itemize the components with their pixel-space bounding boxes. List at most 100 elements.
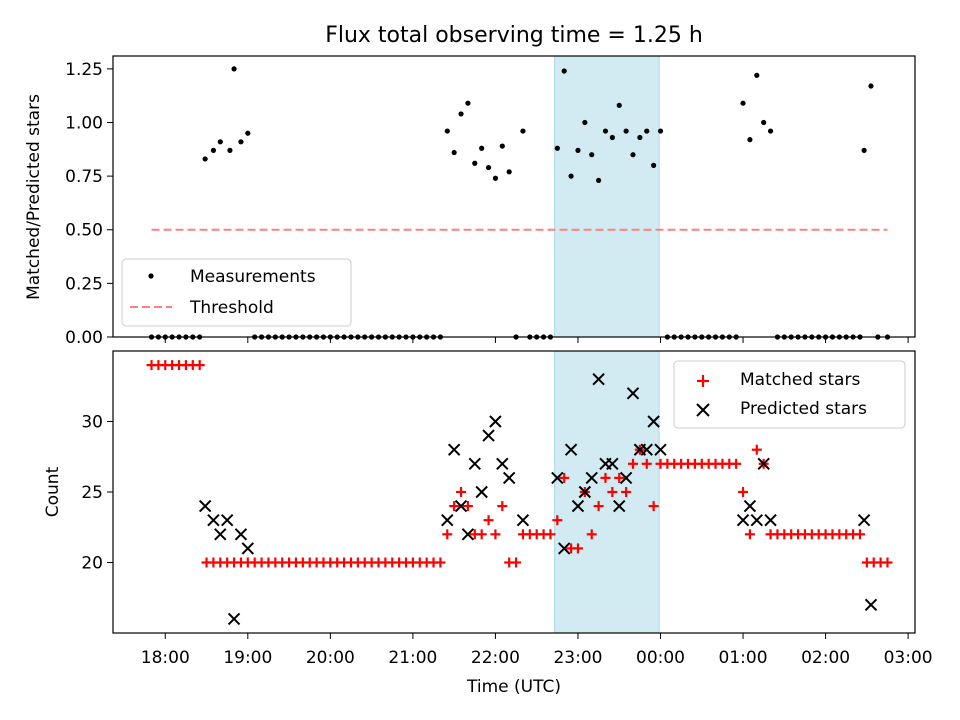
x-stroke-b xyxy=(234,528,248,541)
x-tick-label: 23:00 xyxy=(553,648,602,668)
measurement-point xyxy=(582,119,588,126)
measurement-point xyxy=(651,162,657,168)
x-stroke-b xyxy=(619,471,633,485)
x-stroke-b xyxy=(227,612,241,626)
y-tick-label: 1.00 xyxy=(65,113,103,133)
legend-label-measurements: Measurements xyxy=(190,267,316,287)
measurement-point xyxy=(238,139,244,145)
predicted-stars-point xyxy=(606,457,619,471)
predicted-stars-point xyxy=(757,457,770,471)
top-legend: Measurements Threshold xyxy=(121,258,352,327)
legend-label-matched-stars: Matched stars xyxy=(740,370,860,390)
legend-marker-predicted-stars xyxy=(696,403,710,417)
predicted-stars-point xyxy=(461,528,475,541)
predicted-stars-point xyxy=(613,499,626,513)
measurement-point xyxy=(520,128,526,134)
x-stroke-b xyxy=(592,372,605,386)
measurement-point xyxy=(202,156,208,162)
matched-stars-point xyxy=(449,501,460,512)
predicted-stars-point xyxy=(207,513,220,527)
measurement-point xyxy=(479,145,485,151)
predicted-stars-point xyxy=(654,443,667,456)
bottom-y-ticks: 20 25 30 xyxy=(81,413,113,574)
x-stroke-b xyxy=(198,499,212,513)
matched-stars-point xyxy=(483,515,494,526)
x-stroke-b xyxy=(613,499,626,513)
predicted-stars-point xyxy=(743,499,757,513)
bottom-x-ticks: 18:00 19:00 20:00 21:00 22:00 23:00 00:00 01:00… xyxy=(141,633,933,668)
measurement-point xyxy=(868,83,874,89)
x-stroke-b xyxy=(454,499,468,513)
y-tick-label: 1.25 xyxy=(65,60,103,80)
x-stroke-b xyxy=(743,499,757,513)
predicted-stars-point xyxy=(558,542,571,555)
matched-stars-point xyxy=(490,529,501,540)
measurement-point xyxy=(444,128,450,134)
matched-stars-point xyxy=(476,529,487,540)
matched-stars-point xyxy=(497,501,508,512)
x-stroke-b xyxy=(214,528,227,541)
measurement-point xyxy=(589,152,595,158)
measurement-point xyxy=(499,143,505,149)
top-panel: 0.00 0.25 0.50 0.75 1.00 1.25 Matched/Predict… xyxy=(24,55,916,348)
bottom-marks-layer xyxy=(146,360,893,626)
x-stroke-b xyxy=(482,429,495,442)
matched-stars-point xyxy=(744,529,755,540)
y-tick-label: 0.00 xyxy=(65,328,103,348)
predicted-stars-point xyxy=(626,387,640,400)
matched-stars-point xyxy=(462,501,473,512)
x-tick-label: 01:00 xyxy=(719,648,768,668)
predicted-stars-point xyxy=(736,513,750,527)
measurement-point xyxy=(451,149,457,156)
legend-label-threshold: Threshold xyxy=(189,298,274,318)
bottom-axes-frame xyxy=(112,350,916,634)
bottom-panel: 20 25 30 18:00 19:00 20:00 21:00 22:00 23:00 00:… xyxy=(43,350,933,697)
x-stroke-b xyxy=(564,443,578,456)
x-stroke-b xyxy=(207,513,220,527)
x-stroke-b xyxy=(647,415,660,428)
predicted-stars-point xyxy=(578,485,592,499)
measurement-point xyxy=(458,111,464,117)
matched-stars-point xyxy=(593,501,604,512)
x-tick-label: 02:00 xyxy=(801,648,850,668)
top-legend-box xyxy=(121,258,352,327)
legend-marker-measurements xyxy=(148,273,154,279)
matched-stars-point xyxy=(641,458,652,469)
predicted-stars-point xyxy=(454,499,468,513)
matched-stars-point xyxy=(194,360,205,371)
measurement-point xyxy=(630,152,636,158)
x-stroke-b xyxy=(241,542,255,555)
x-stroke-b xyxy=(447,443,461,456)
predicted-stars-point xyxy=(551,471,564,485)
matched-stars-point xyxy=(456,487,467,497)
x-stroke-b xyxy=(585,471,598,485)
matched-stars-point xyxy=(607,487,618,497)
top-axes-frame xyxy=(112,55,916,338)
bottom-legend-box xyxy=(673,360,906,429)
predicted-stars-point xyxy=(198,499,212,513)
measurement-point xyxy=(761,119,767,126)
predicted-stars-point xyxy=(647,415,660,428)
x-stroke-b xyxy=(220,513,234,527)
matched-stars-point xyxy=(854,529,865,540)
predicted-stars-point xyxy=(468,457,482,471)
matched-stars-point xyxy=(751,444,762,455)
x-stroke-b xyxy=(606,457,619,471)
matched-stars-point xyxy=(738,487,749,497)
matched-stars-point xyxy=(882,557,893,568)
predicted-stars-point xyxy=(857,513,871,527)
top-y-ticks: 0.00 0.25 0.50 0.75 1.00 1.25 xyxy=(65,60,113,348)
measurement-point xyxy=(596,177,602,184)
predicted-stars-point xyxy=(592,372,605,386)
y-tick-label: 0.25 xyxy=(65,274,103,294)
x-axis-label: Time (UTC) xyxy=(466,677,561,697)
measurement-point xyxy=(861,147,867,153)
x-stroke-b xyxy=(475,485,488,499)
measurement-point xyxy=(747,137,753,143)
measurement-point xyxy=(217,139,223,145)
measurement-point xyxy=(623,128,629,134)
predicted-stars-point xyxy=(640,443,653,456)
x-stroke-b xyxy=(558,542,571,555)
